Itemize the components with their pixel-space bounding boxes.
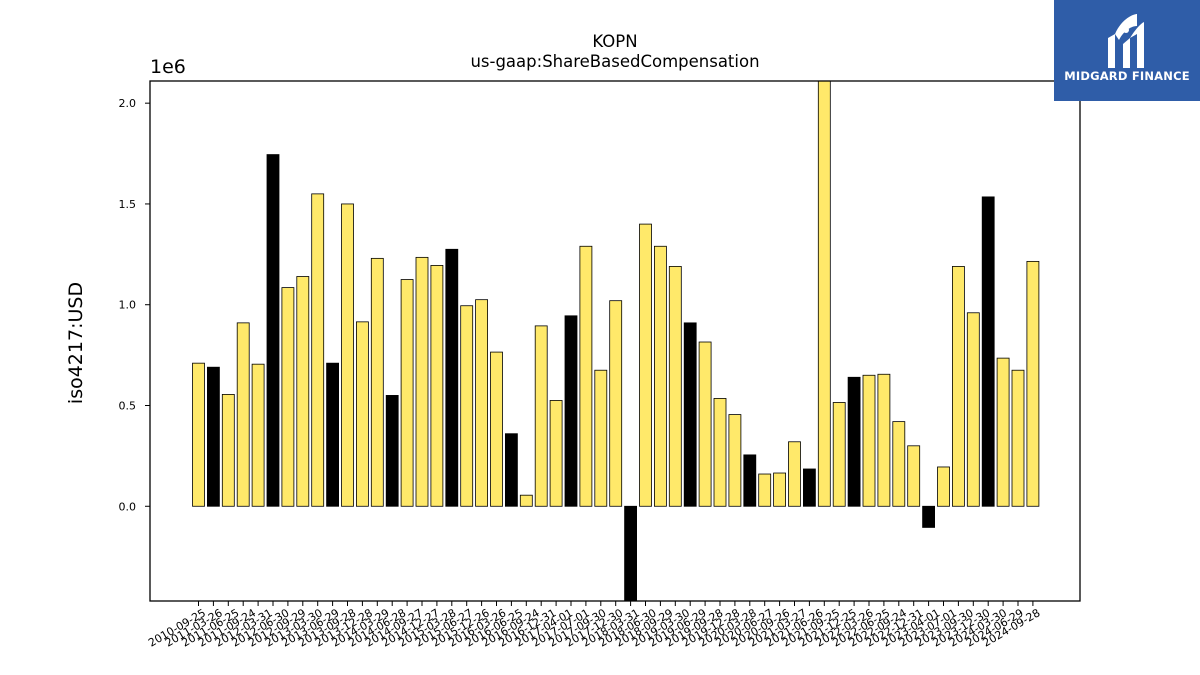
- bar: [654, 245, 667, 507]
- bar-series: [192, 80, 1040, 602]
- bar: [564, 315, 578, 507]
- bar: [1011, 369, 1025, 507]
- brand-logo: MIDGARD FINANCE: [1054, 0, 1200, 101]
- bar: [609, 300, 623, 507]
- bar: [549, 400, 563, 507]
- bar: [251, 363, 265, 507]
- y-tick-label: 2.0: [119, 97, 137, 110]
- bar: [862, 374, 876, 507]
- bar: [1026, 260, 1040, 507]
- bar: [668, 266, 682, 507]
- bar: [817, 80, 831, 507]
- bar: [192, 362, 205, 507]
- bar: [713, 398, 727, 507]
- bar: [341, 203, 354, 507]
- bar: [594, 369, 608, 507]
- bar: [922, 505, 935, 528]
- bar: [937, 466, 950, 507]
- bar: [892, 421, 906, 507]
- bar: [326, 362, 340, 507]
- bar: [355, 321, 369, 507]
- bar: [281, 287, 295, 507]
- bar: [504, 433, 518, 507]
- bar: [758, 473, 772, 507]
- bar: [877, 373, 891, 507]
- bar: [534, 325, 548, 507]
- bar: [683, 322, 697, 507]
- bar: [430, 265, 444, 507]
- bar: [415, 256, 429, 507]
- bar: [236, 322, 250, 507]
- bar: [519, 494, 533, 507]
- y-scale-multiplier: 1e6: [150, 56, 186, 78]
- y-tick-label: 0.5: [119, 399, 137, 412]
- x-axis: 2010-09-252011-03-262011-06-252011-09-24…: [146, 601, 1042, 650]
- bar: [698, 341, 712, 507]
- bar: [847, 376, 861, 507]
- bar: [981, 196, 995, 507]
- bar: [966, 312, 980, 507]
- bar: [296, 276, 310, 507]
- bar: [475, 299, 489, 507]
- chart-title: KOPN: [592, 32, 638, 51]
- bar: [385, 395, 399, 507]
- bar: [370, 257, 384, 507]
- bar: [996, 357, 1010, 507]
- bar: [728, 414, 742, 507]
- bar: [803, 468, 816, 507]
- y-axis: 0.0 0.5 1.0 1.5 2.0: [119, 97, 150, 513]
- bar: [639, 223, 652, 507]
- bar: [907, 445, 921, 507]
- y-tick-label: 1.0: [119, 299, 137, 312]
- bar: [579, 245, 593, 507]
- midgard-logo-icon: [1108, 14, 1144, 68]
- bar: [400, 279, 414, 507]
- bar: [624, 505, 637, 602]
- y-tick-label: 0.0: [119, 500, 137, 513]
- bar: [788, 441, 801, 507]
- bar: [743, 454, 757, 507]
- bar: [221, 394, 235, 507]
- bar: [206, 366, 220, 507]
- bar: [773, 472, 786, 507]
- y-tick-label: 1.5: [119, 198, 137, 211]
- bar: [952, 266, 965, 507]
- bar: [311, 193, 325, 507]
- bar: [490, 351, 503, 507]
- bar: [266, 154, 280, 507]
- chart-subtitle: us-gaap:ShareBasedCompensation: [470, 52, 760, 71]
- brand-name: MIDGARD FINANCE: [1064, 69, 1190, 83]
- bar: [832, 402, 846, 507]
- bar: [445, 248, 459, 507]
- bar: [460, 305, 474, 507]
- plot-frame: [149, 80, 1081, 602]
